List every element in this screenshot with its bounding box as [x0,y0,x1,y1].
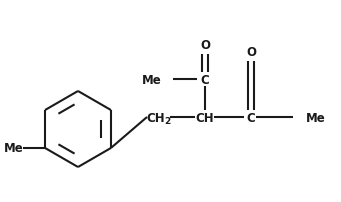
Text: C: C [247,111,255,124]
Text: C: C [201,73,209,86]
Text: Me: Me [142,73,162,86]
Text: 2: 2 [164,117,170,126]
Text: Me: Me [4,142,24,155]
Text: Me: Me [306,111,326,124]
Text: CH: CH [196,111,214,124]
Text: O: O [246,45,256,58]
Text: O: O [200,38,210,51]
Text: CH: CH [147,111,165,124]
